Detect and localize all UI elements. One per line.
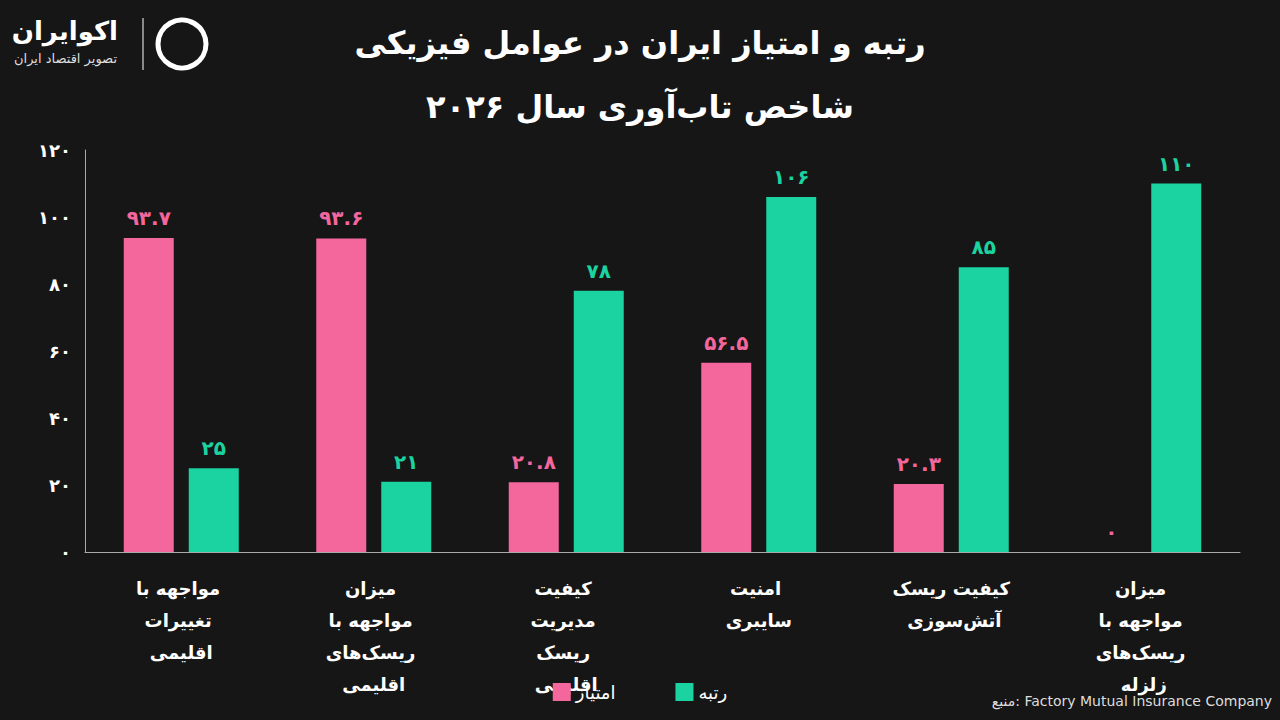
- svg-text:مواجهه با: مواجهه با: [136, 578, 226, 600]
- svg-text:۲۵: ۲۵: [202, 436, 226, 460]
- svg-text:کیفیت ریسک: کیفیت ریسک: [893, 578, 1011, 599]
- svg-text:مواجهه با: مواجهه با: [1099, 610, 1189, 632]
- svg-text:۱۲۰: ۱۲۰: [38, 140, 71, 161]
- svg-text:۹۳.۶: ۹۳.۶: [319, 206, 363, 230]
- svg-text:۵۶.۵: ۵۶.۵: [704, 331, 748, 355]
- svg-text:شاخص تاب‌آوری سال ۲۰۲۶: شاخص تاب‌آوری سال ۲۰۲۶: [426, 87, 854, 126]
- svg-text:میزان: میزان: [345, 578, 403, 600]
- svg-text:۰: ۰: [60, 542, 71, 563]
- svg-text:منبع: Factory Mutual Insurance: منبع: Factory Mutual Insurance Company: [992, 693, 1272, 710]
- svg-text:۱۰۶: ۱۰۶: [773, 165, 810, 189]
- svg-text:۹۳.۷: ۹۳.۷: [127, 206, 171, 230]
- svg-text:ریسک: ریسک: [536, 642, 596, 663]
- svg-text:۲۱: ۲۱: [394, 450, 418, 474]
- svg-text:مدیریت: مدیریت: [530, 610, 602, 632]
- svg-text:امتیاز: امتیاز: [575, 682, 616, 703]
- svg-text:۴۰: ۴۰: [49, 408, 71, 429]
- svg-text:۰: ۰: [1105, 520, 1117, 544]
- svg-text:رتبه و امتیاز ایران در عوامل ف: رتبه و امتیاز ایران در عوامل فیزیکی: [354, 24, 925, 62]
- svg-text:۸۰: ۸۰: [49, 274, 71, 295]
- svg-text:اقلیمی: اقلیمی: [150, 642, 213, 663]
- svg-text:امنیت: امنیت: [730, 578, 787, 599]
- svg-text:زلزله: زلزله: [1121, 674, 1167, 696]
- svg-text:۲۰.۳: ۲۰.۳: [897, 452, 941, 476]
- svg-text:۶۰: ۶۰: [49, 341, 71, 362]
- svg-text:ریسک‌های: ریسک‌های: [326, 642, 422, 663]
- svg-text:رتبه: رتبه: [698, 682, 727, 703]
- svg-text:۱۰۰: ۱۰۰: [38, 207, 71, 228]
- svg-text:۸۵: ۸۵: [972, 235, 996, 259]
- svg-text:۷۸: ۷۸: [587, 259, 611, 283]
- svg-text:۱۱۰: ۱۱۰: [1158, 152, 1195, 176]
- svg-text:آتش‌سوزی: آتش‌سوزی: [901, 609, 1002, 632]
- svg-text:اکوایران: اکوایران: [12, 16, 118, 47]
- svg-text:۲۰.۸: ۲۰.۸: [512, 450, 556, 474]
- svg-text:سایبری: سایبری: [726, 610, 792, 632]
- svg-text:کیفیت: کیفیت: [535, 578, 598, 599]
- svg-text:۲۰: ۲۰: [49, 475, 71, 496]
- svg-text:تغییرات: تغییرات: [145, 610, 218, 632]
- svg-text:مواجهه با: مواجهه با: [329, 610, 419, 632]
- svg-text:ریسک‌های: ریسک‌های: [1096, 642, 1192, 663]
- svg-text:میزان: میزان: [1115, 578, 1173, 600]
- svg-text:تصویر اقتصاد ایران: تصویر اقتصاد ایران: [14, 51, 117, 67]
- svg-text:اقلیمی: اقلیمی: [342, 674, 405, 695]
